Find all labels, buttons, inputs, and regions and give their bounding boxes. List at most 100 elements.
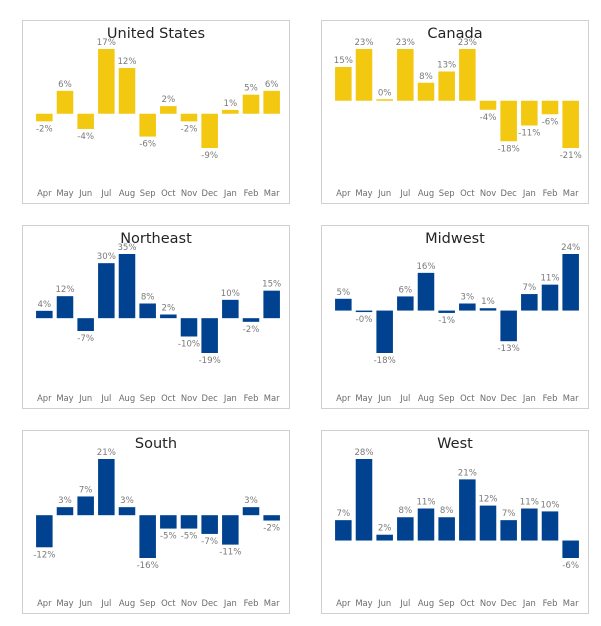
bar-may[interactable] <box>355 459 373 541</box>
bar-mar[interactable] <box>562 100 579 148</box>
bar-apr[interactable] <box>335 67 352 101</box>
bar-apr[interactable] <box>36 515 53 548</box>
x-tick-label: Oct <box>161 393 176 403</box>
bar-feb[interactable] <box>541 284 559 311</box>
data-label: 5% <box>244 84 258 94</box>
bar-jan[interactable] <box>521 294 538 311</box>
x-tick-label: Aug <box>119 188 135 198</box>
bar-dec[interactable] <box>201 113 218 148</box>
bar-dec[interactable] <box>500 310 517 342</box>
data-label: 16% <box>416 262 435 272</box>
chart-title: South <box>135 436 177 452</box>
data-label: 13% <box>437 61 456 71</box>
bar-sep[interactable] <box>438 71 455 101</box>
bar-jul[interactable] <box>98 49 115 114</box>
bar-jan[interactable] <box>222 515 239 545</box>
bar-sep[interactable] <box>438 517 455 541</box>
bar-jan[interactable] <box>521 508 538 541</box>
bar-aug[interactable] <box>118 507 136 516</box>
bar-feb[interactable] <box>242 507 260 516</box>
bar-may[interactable] <box>56 507 74 516</box>
x-tick-label: Aug <box>418 188 434 198</box>
bar-may[interactable] <box>56 90 74 114</box>
bar-mar[interactable] <box>562 540 579 558</box>
bar-aug[interactable] <box>417 82 435 101</box>
bar-may[interactable] <box>56 296 74 319</box>
bar-aug[interactable] <box>417 508 435 541</box>
bar-jul[interactable] <box>397 517 414 541</box>
bar-apr[interactable] <box>335 298 352 311</box>
bar-dec[interactable] <box>500 100 517 142</box>
bar-may[interactable] <box>355 310 373 313</box>
bar-nov[interactable] <box>180 515 198 529</box>
bar-jul[interactable] <box>397 49 414 101</box>
bar-apr[interactable] <box>335 520 352 541</box>
x-tick-label: Nov <box>181 598 197 608</box>
data-label: 2% <box>378 524 392 534</box>
bar-feb[interactable] <box>541 511 559 541</box>
x-tick-label: Dec <box>202 598 219 608</box>
bar-mar[interactable] <box>263 90 280 114</box>
data-label: -9% <box>201 151 218 161</box>
bar-feb[interactable] <box>242 318 260 322</box>
data-label: 12% <box>117 57 136 67</box>
bar-dec[interactable] <box>201 318 218 353</box>
bar-jun[interactable] <box>376 534 393 541</box>
data-label: 8% <box>141 293 155 303</box>
data-label: -7% <box>201 537 218 547</box>
x-tick-label: Jul <box>100 598 111 608</box>
bar-nov[interactable] <box>479 505 497 541</box>
bar-jul[interactable] <box>98 263 115 319</box>
bar-jun[interactable] <box>77 318 94 331</box>
bar-jun[interactable] <box>376 99 393 101</box>
bar-oct[interactable] <box>160 106 177 114</box>
bar-mar[interactable] <box>263 290 280 319</box>
bar-jan[interactable] <box>222 299 239 319</box>
bar-apr[interactable] <box>36 113 53 122</box>
bar-dec[interactable] <box>500 520 517 541</box>
bar-jun[interactable] <box>77 496 94 516</box>
x-tick-label: Apr <box>336 393 351 403</box>
bar-sep[interactable] <box>139 113 156 137</box>
bar-dec[interactable] <box>201 515 218 534</box>
bar-nov[interactable] <box>180 318 198 337</box>
bar-oct[interactable] <box>459 303 476 311</box>
bar-oct[interactable] <box>459 479 476 541</box>
bar-aug[interactable] <box>417 272 435 311</box>
bar-feb[interactable] <box>242 94 260 114</box>
data-label: 23% <box>396 38 415 48</box>
data-label: 6% <box>265 80 279 90</box>
bar-mar[interactable] <box>263 515 280 521</box>
bar-feb[interactable] <box>541 100 559 115</box>
bar-sep[interactable] <box>139 515 156 558</box>
chart-svg: South -12% Apr 3% May 7% Jun 21% Jul 3% Aug -16% Se… <box>33 436 280 608</box>
bar-jan[interactable] <box>521 100 538 126</box>
data-label: 6% <box>58 80 72 90</box>
bar-oct[interactable] <box>160 515 177 529</box>
bar-jul[interactable] <box>397 296 414 311</box>
data-label: -21% <box>560 151 582 161</box>
x-tick-label: Apr <box>37 598 52 608</box>
bar-oct[interactable] <box>459 49 476 101</box>
bar-aug[interactable] <box>118 68 136 114</box>
bar-mar[interactable] <box>562 254 579 311</box>
bar-nov[interactable] <box>479 100 497 110</box>
bar-sep[interactable] <box>438 310 455 313</box>
chart-panel-united-states: United States -2% Apr 6% May -4% Jun 17% Jul 12%… <box>22 20 290 204</box>
bar-jan[interactable] <box>222 109 239 114</box>
bar-oct[interactable] <box>160 314 177 319</box>
data-label: 21% <box>458 468 477 478</box>
bar-jul[interactable] <box>98 459 115 516</box>
bar-aug[interactable] <box>118 254 136 319</box>
bar-jun[interactable] <box>376 310 393 353</box>
bar-apr[interactable] <box>36 310 53 319</box>
bar-nov[interactable] <box>180 113 198 122</box>
data-label: -2% <box>36 124 53 134</box>
bar-jun[interactable] <box>77 113 94 129</box>
data-label: 5% <box>337 288 351 298</box>
bar-nov[interactable] <box>479 308 497 311</box>
bar-sep[interactable] <box>139 303 156 319</box>
bar-may[interactable] <box>355 49 373 101</box>
x-tick-label: Feb <box>244 393 259 403</box>
x-tick-label: Mar <box>563 598 579 608</box>
